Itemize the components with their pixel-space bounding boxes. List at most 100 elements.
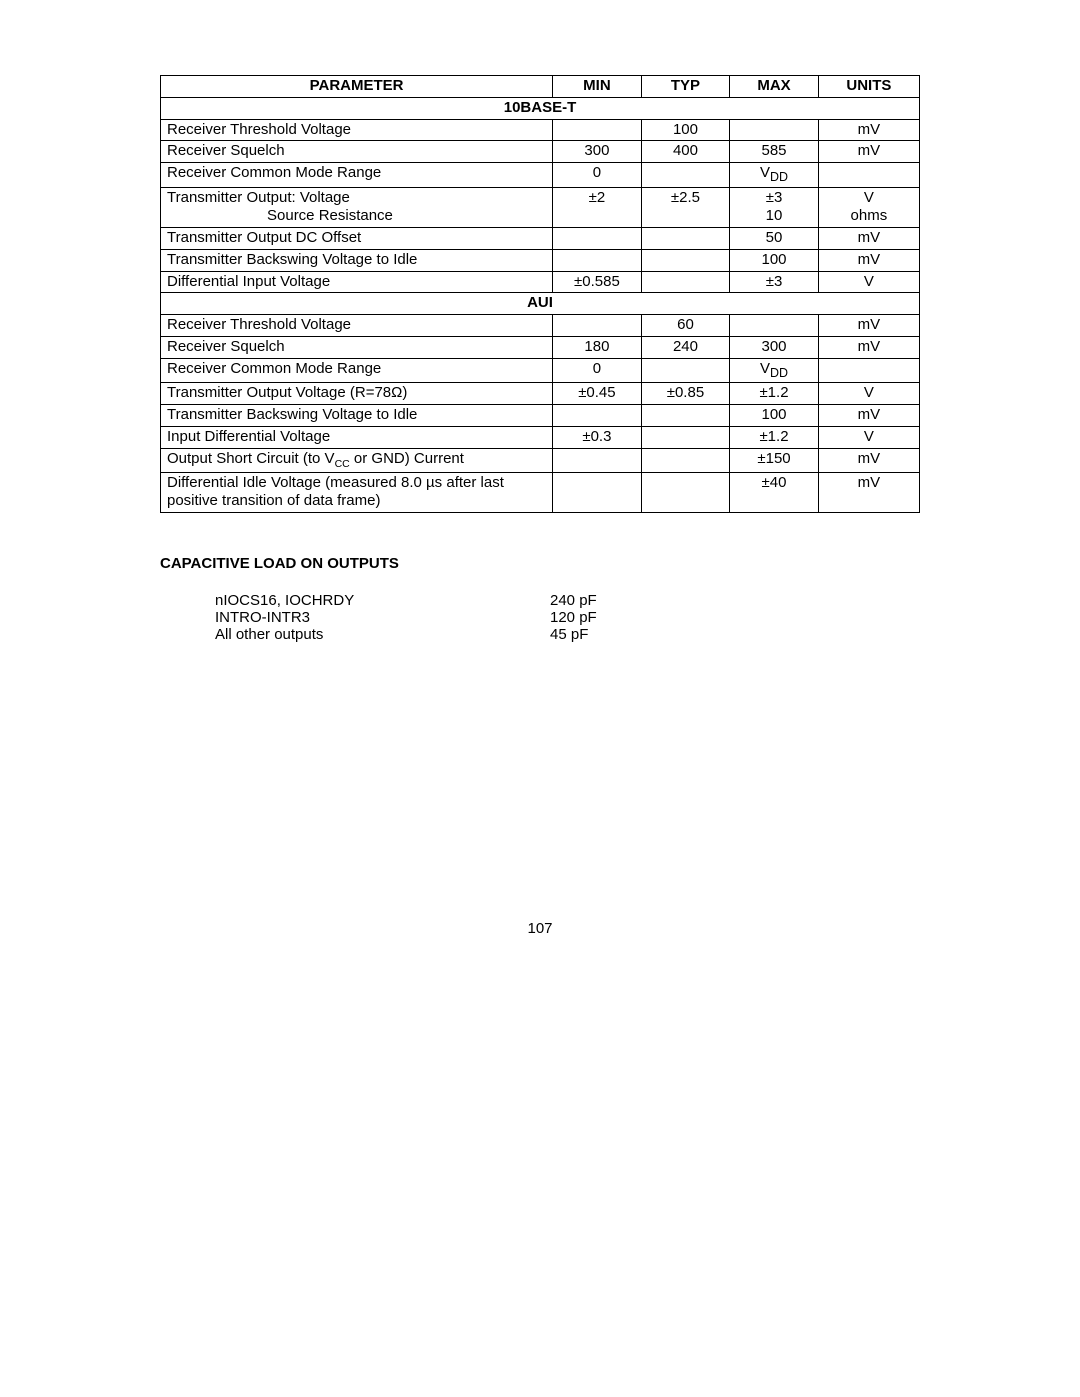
param-cell: Receiver Squelch — [161, 336, 553, 358]
param-cell: Transmitter Output: VoltageSource Resist… — [161, 187, 553, 228]
table-row: Transmitter Output Voltage (R=78Ω)±0.45±… — [161, 383, 920, 405]
param-cell: Transmitter Output DC Offset — [161, 228, 553, 250]
units-cell: V — [818, 271, 919, 293]
header-parameter: PARAMETER — [161, 76, 553, 98]
param-cell: Input Differential Voltage — [161, 426, 553, 448]
min-cell: 300 — [553, 141, 642, 163]
table-body: 10BASE-TReceiver Threshold Voltage100mVR… — [161, 97, 920, 512]
table-row: Input Differential Voltage±0.3 ±1.2V — [161, 426, 920, 448]
min-cell: ±2 — [553, 187, 642, 228]
min-cell: ±0.585 — [553, 271, 642, 293]
cap-item-value: 240 pF — [550, 592, 597, 609]
capacitive-load-item: INTRO-INTR3120 pF — [215, 609, 920, 626]
typ-cell: 240 — [641, 336, 730, 358]
table-row: Differential Idle Voltage (measured 8.0 … — [161, 472, 920, 513]
param-cell: Receiver Common Mode Range — [161, 358, 553, 383]
table-row: Receiver Squelch180240300mV — [161, 336, 920, 358]
table-row: Transmitter Output DC Offset 50mV — [161, 228, 920, 250]
table-row: Receiver Threshold Voltage 60 mV — [161, 315, 920, 337]
units-cell: mV — [818, 228, 919, 250]
table-row: Differential Input Voltage±0.585±3V — [161, 271, 920, 293]
header-units: UNITS — [818, 76, 919, 98]
max-cell: ±40 — [730, 472, 819, 513]
typ-cell: ±2.5 — [641, 187, 730, 228]
min-cell — [553, 472, 642, 513]
typ-cell: 60 — [641, 315, 730, 337]
param-cell: Receiver Squelch — [161, 141, 553, 163]
typ-cell — [641, 358, 730, 383]
capacitive-load-heading: CAPACITIVE LOAD ON OUTPUTS — [160, 555, 920, 572]
max-cell: 50 — [730, 228, 819, 250]
units-cell: mV — [818, 336, 919, 358]
param-cell: Receiver Common Mode Range — [161, 163, 553, 188]
typ-cell — [641, 271, 730, 293]
cap-item-label: nIOCS16, IOCHRDY — [215, 592, 550, 609]
units-cell: Vohms — [818, 187, 919, 228]
max-cell — [730, 315, 819, 337]
typ-cell: 100 — [641, 119, 730, 141]
units-cell: mV — [818, 141, 919, 163]
min-cell — [553, 405, 642, 427]
param-cell: Receiver Threshold Voltage — [161, 315, 553, 337]
table-row: Transmitter Output: VoltageSource Resist… — [161, 187, 920, 228]
max-cell: ±1.2 — [730, 426, 819, 448]
section-header: 10BASE-T — [161, 97, 920, 119]
cap-item-value: 45 pF — [550, 626, 588, 643]
units-cell — [818, 163, 919, 188]
param-cell: Receiver Threshold Voltage — [161, 119, 553, 141]
table-row: Output Short Circuit (to VCC or GND) Cur… — [161, 448, 920, 472]
max-cell: ±3 — [730, 271, 819, 293]
max-cell: VDD — [730, 163, 819, 188]
table-row: Transmitter Backswing Voltage to Idle 100… — [161, 249, 920, 271]
table-row: Transmitter Backswing Voltage to Idle 100… — [161, 405, 920, 427]
table-header-row: PARAMETER MIN TYP MAX UNITS — [161, 76, 920, 98]
cap-item-label: INTRO-INTR3 — [215, 609, 550, 626]
min-cell: ±0.3 — [553, 426, 642, 448]
table-row: Receiver Squelch300400585mV — [161, 141, 920, 163]
typ-cell — [641, 405, 730, 427]
capacitive-load-item: nIOCS16, IOCHRDY240 pF — [215, 592, 920, 609]
param-cell: Transmitter Output Voltage (R=78Ω) — [161, 383, 553, 405]
min-cell — [553, 119, 642, 141]
table-row: Receiver Common Mode Range0 VDD — [161, 163, 920, 188]
spec-table: PARAMETER MIN TYP MAX UNITS 10BASE-TRece… — [160, 75, 920, 513]
max-cell: 100 — [730, 405, 819, 427]
min-cell: 0 — [553, 358, 642, 383]
param-cell: Transmitter Backswing Voltage to Idle — [161, 405, 553, 427]
max-cell: ±1.2 — [730, 383, 819, 405]
min-cell: 0 — [553, 163, 642, 188]
units-cell: mV — [818, 315, 919, 337]
min-cell: ±0.45 — [553, 383, 642, 405]
min-cell — [553, 249, 642, 271]
units-cell: mV — [818, 405, 919, 427]
units-cell: mV — [818, 472, 919, 513]
cap-item-value: 120 pF — [550, 609, 597, 626]
max-cell: 100 — [730, 249, 819, 271]
units-cell: V — [818, 426, 919, 448]
capacitive-load-list: nIOCS16, IOCHRDY240 pFINTRO-INTR3120 pFA… — [160, 592, 920, 643]
header-min: MIN — [553, 76, 642, 98]
min-cell — [553, 448, 642, 472]
typ-cell: 400 — [641, 141, 730, 163]
max-cell: VDD — [730, 358, 819, 383]
typ-cell: ±0.85 — [641, 383, 730, 405]
table-row: Receiver Common Mode Range0 VDD — [161, 358, 920, 383]
min-cell: 180 — [553, 336, 642, 358]
min-cell — [553, 315, 642, 337]
typ-cell — [641, 472, 730, 513]
min-cell — [553, 228, 642, 250]
param-cell: Transmitter Backswing Voltage to Idle — [161, 249, 553, 271]
table-row: Receiver Threshold Voltage 100 mV — [161, 119, 920, 141]
typ-cell — [641, 163, 730, 188]
typ-cell — [641, 448, 730, 472]
param-cell: Output Short Circuit (to VCC or GND) Cur… — [161, 448, 553, 472]
max-cell: 585 — [730, 141, 819, 163]
param-cell: Differential Idle Voltage (measured 8.0 … — [161, 472, 553, 513]
typ-cell — [641, 249, 730, 271]
max-cell: ±310 — [730, 187, 819, 228]
units-cell: mV — [818, 119, 919, 141]
max-cell — [730, 119, 819, 141]
page-number: 107 — [0, 920, 1080, 937]
units-cell: V — [818, 383, 919, 405]
typ-cell — [641, 228, 730, 250]
